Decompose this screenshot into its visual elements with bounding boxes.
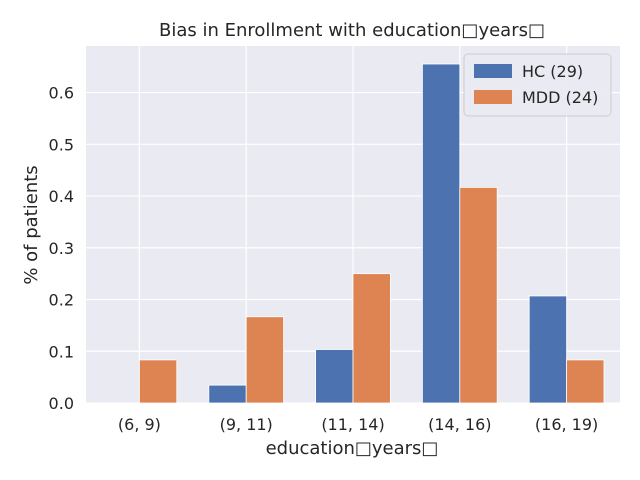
bar-mdd-0	[138, 359, 178, 404]
y-tick-label: 0.3	[49, 239, 74, 258]
y-tick-label: 0.6	[49, 84, 74, 103]
x-tick-label: (16, 19)	[535, 415, 598, 434]
y-axis-ticks: 0.0 0.1 0.2 0.3 0.4 0.5 0.6	[49, 84, 74, 413]
y-tick-label: 0.0	[49, 394, 74, 413]
bar-mdd-3	[459, 187, 498, 404]
bars	[138, 63, 605, 404]
bar-mdd-1	[245, 316, 284, 404]
y-tick-label: 0.5	[49, 135, 74, 154]
legend-swatch	[474, 90, 512, 104]
chart-title: Bias in Enrollment with education□years□	[159, 20, 545, 41]
legend-swatch	[474, 64, 512, 78]
y-tick-label: 0.2	[49, 291, 74, 310]
bar-hc-3	[422, 63, 461, 404]
x-tick-label: (14, 16)	[428, 415, 491, 434]
x-tick-label: (11, 14)	[321, 415, 384, 434]
legend-label: HC (29)	[522, 62, 583, 81]
bar-mdd-4	[566, 359, 605, 404]
y-tick-label: 0.1	[49, 342, 74, 361]
y-tick-label: 0.4	[49, 187, 74, 206]
bar-hc-1	[208, 384, 247, 404]
legend-label: MDD (24)	[522, 88, 598, 107]
x-axis-ticks: (6, 9) (9, 11) (11, 14) (14, 16) (16, 19)	[118, 415, 598, 434]
bar-mdd-2	[352, 273, 391, 404]
x-tick-label: (9, 11)	[220, 415, 273, 434]
x-tick-label: (6, 9)	[118, 415, 161, 434]
y-axis-label: % of patients	[21, 165, 42, 284]
bar-hc-2	[315, 349, 354, 404]
legend: HC (29) MDD (24)	[463, 53, 612, 117]
x-axis-label: education□years□	[266, 438, 439, 459]
bar-hc-4	[528, 295, 567, 404]
